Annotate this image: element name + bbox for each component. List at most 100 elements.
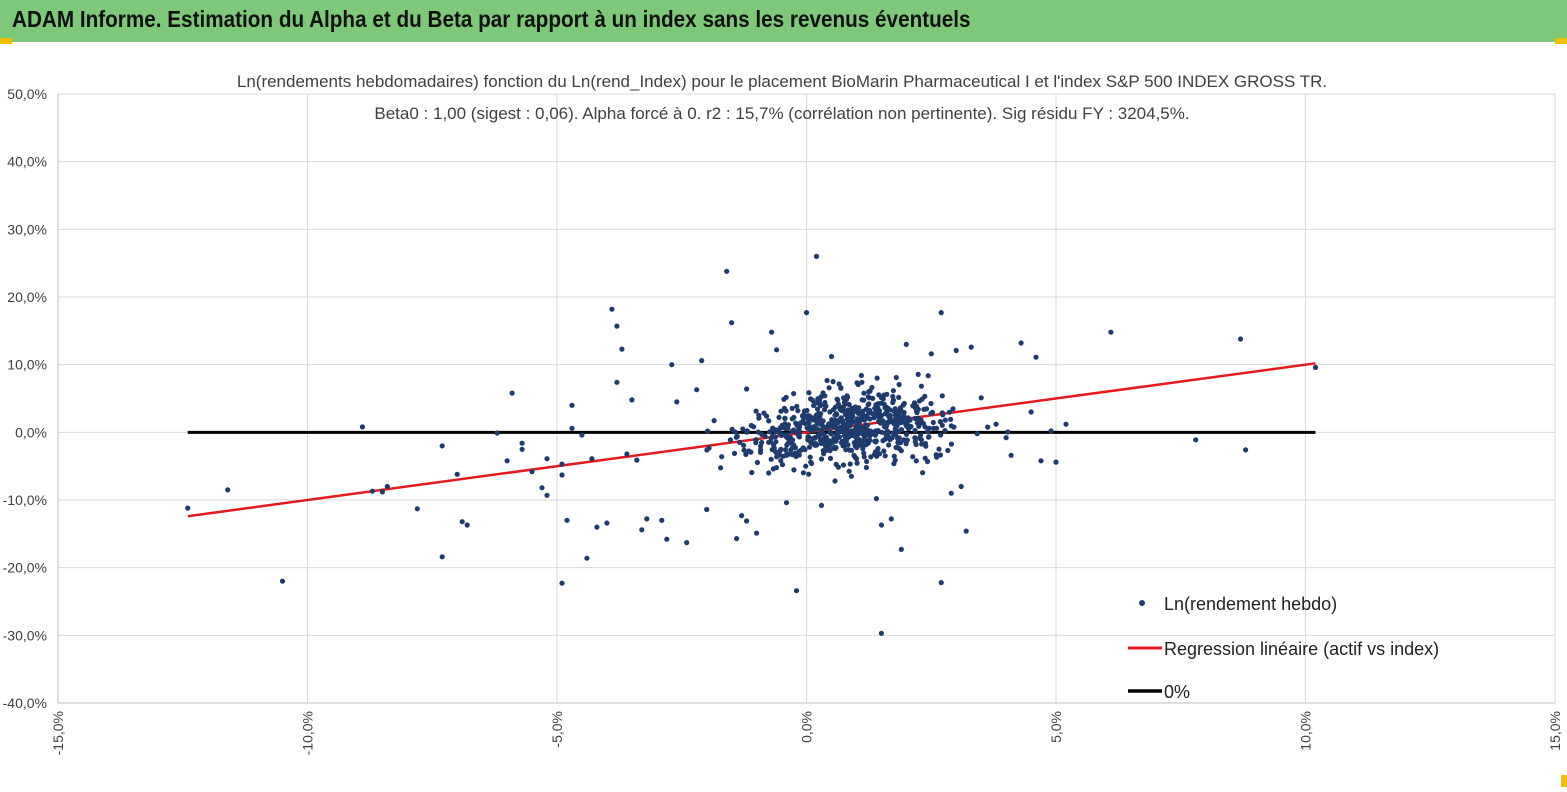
data-point [901, 400, 907, 407]
data-point [807, 454, 813, 460]
data-point [891, 453, 897, 459]
data-point [913, 405, 919, 411]
data-point [828, 431, 834, 437]
data-point [904, 421, 910, 427]
data-point [803, 463, 809, 469]
data-point [704, 506, 710, 513]
data-point [774, 347, 780, 353]
data-point [938, 432, 944, 438]
data-point [821, 424, 827, 430]
data-point [873, 496, 880, 502]
data-point [494, 430, 500, 436]
data-point [948, 490, 954, 496]
data-point [766, 470, 772, 476]
series-lines [187, 362, 1316, 518]
data-point [639, 527, 645, 533]
data-point [854, 423, 860, 429]
data-point [948, 416, 954, 422]
data-point [835, 464, 842, 470]
x-tick-label: -5,0% [549, 711, 565, 748]
data-point [893, 408, 899, 414]
data-point [832, 420, 838, 426]
data-point [796, 449, 802, 455]
data-point [796, 433, 802, 439]
data-point [185, 505, 191, 511]
data-point [225, 487, 231, 493]
data-point [791, 442, 797, 448]
data-point [912, 427, 918, 434]
data-point [832, 444, 838, 450]
data-point [806, 444, 813, 450]
data-point [1243, 447, 1249, 453]
data-point [817, 437, 824, 444]
data-point [773, 465, 780, 471]
data-point [727, 437, 734, 443]
x-tick-label: -10,0% [300, 711, 316, 755]
data-point [842, 411, 849, 417]
data-point [1193, 437, 1199, 443]
data-point [789, 452, 796, 458]
data-point [864, 415, 871, 421]
data-point [764, 413, 770, 419]
data-point [816, 410, 822, 416]
data-point [539, 485, 545, 491]
data-point [706, 445, 712, 451]
data-point [794, 403, 800, 409]
data-point [778, 446, 784, 452]
data-point [748, 422, 754, 429]
data-point [879, 429, 885, 435]
data-point [866, 437, 872, 443]
data-point [579, 432, 585, 438]
data-point [939, 422, 945, 428]
scatter-chart: -15,0% -10,0% -5,0% 0,0% 5,0% 10,0% 15,0% 50,0%… [3, 72, 1563, 755]
data-point [379, 489, 385, 495]
data-point [584, 555, 590, 561]
data-point [855, 406, 861, 412]
data-point [903, 441, 909, 447]
data-point [876, 410, 882, 416]
data-point [942, 428, 948, 434]
legend-label-regression: Regression linéaire (actif vs index) [1164, 639, 1439, 659]
data-point [770, 433, 776, 439]
data-point [1018, 340, 1024, 346]
data-point [771, 442, 777, 448]
y-tick-label: -20,0% [3, 560, 47, 576]
chart-title-line1: Ln(rendements hebdomadaires) fonction du… [237, 72, 1327, 91]
data-point [871, 415, 877, 421]
data-point [815, 396, 821, 402]
axes: -15,0% -10,0% -5,0% 0,0% 5,0% 10,0% 15,0% 50,0%… [3, 86, 1563, 755]
data-point [791, 427, 797, 433]
data-point [802, 413, 808, 419]
data-point [589, 456, 595, 462]
data-point [806, 420, 812, 426]
data-point [743, 451, 749, 457]
data-point [733, 434, 739, 440]
data-point [806, 390, 812, 396]
data-point [684, 540, 690, 546]
y-tick-label: -40,0% [3, 695, 47, 711]
data-point [771, 446, 777, 452]
data-point [821, 407, 828, 413]
data-point [887, 412, 894, 419]
data-point [842, 423, 848, 429]
data-point [880, 438, 886, 444]
data-point [890, 393, 896, 400]
y-tick-label: 20,0% [7, 289, 47, 305]
scatter-points [185, 253, 1319, 636]
corner-marker-left [0, 38, 12, 44]
data-point [856, 441, 862, 447]
data-point [826, 385, 832, 391]
data-point [674, 399, 680, 405]
data-point [837, 427, 843, 433]
data-point [878, 630, 885, 636]
data-point [861, 397, 867, 403]
data-point [896, 435, 902, 441]
data-point [847, 461, 853, 467]
data-point [744, 386, 750, 392]
y-tick-label: 30,0% [7, 221, 47, 237]
data-point [1003, 435, 1009, 441]
data-point [882, 411, 888, 417]
data-point [604, 520, 610, 526]
data-point [938, 580, 944, 586]
data-point [923, 443, 929, 449]
